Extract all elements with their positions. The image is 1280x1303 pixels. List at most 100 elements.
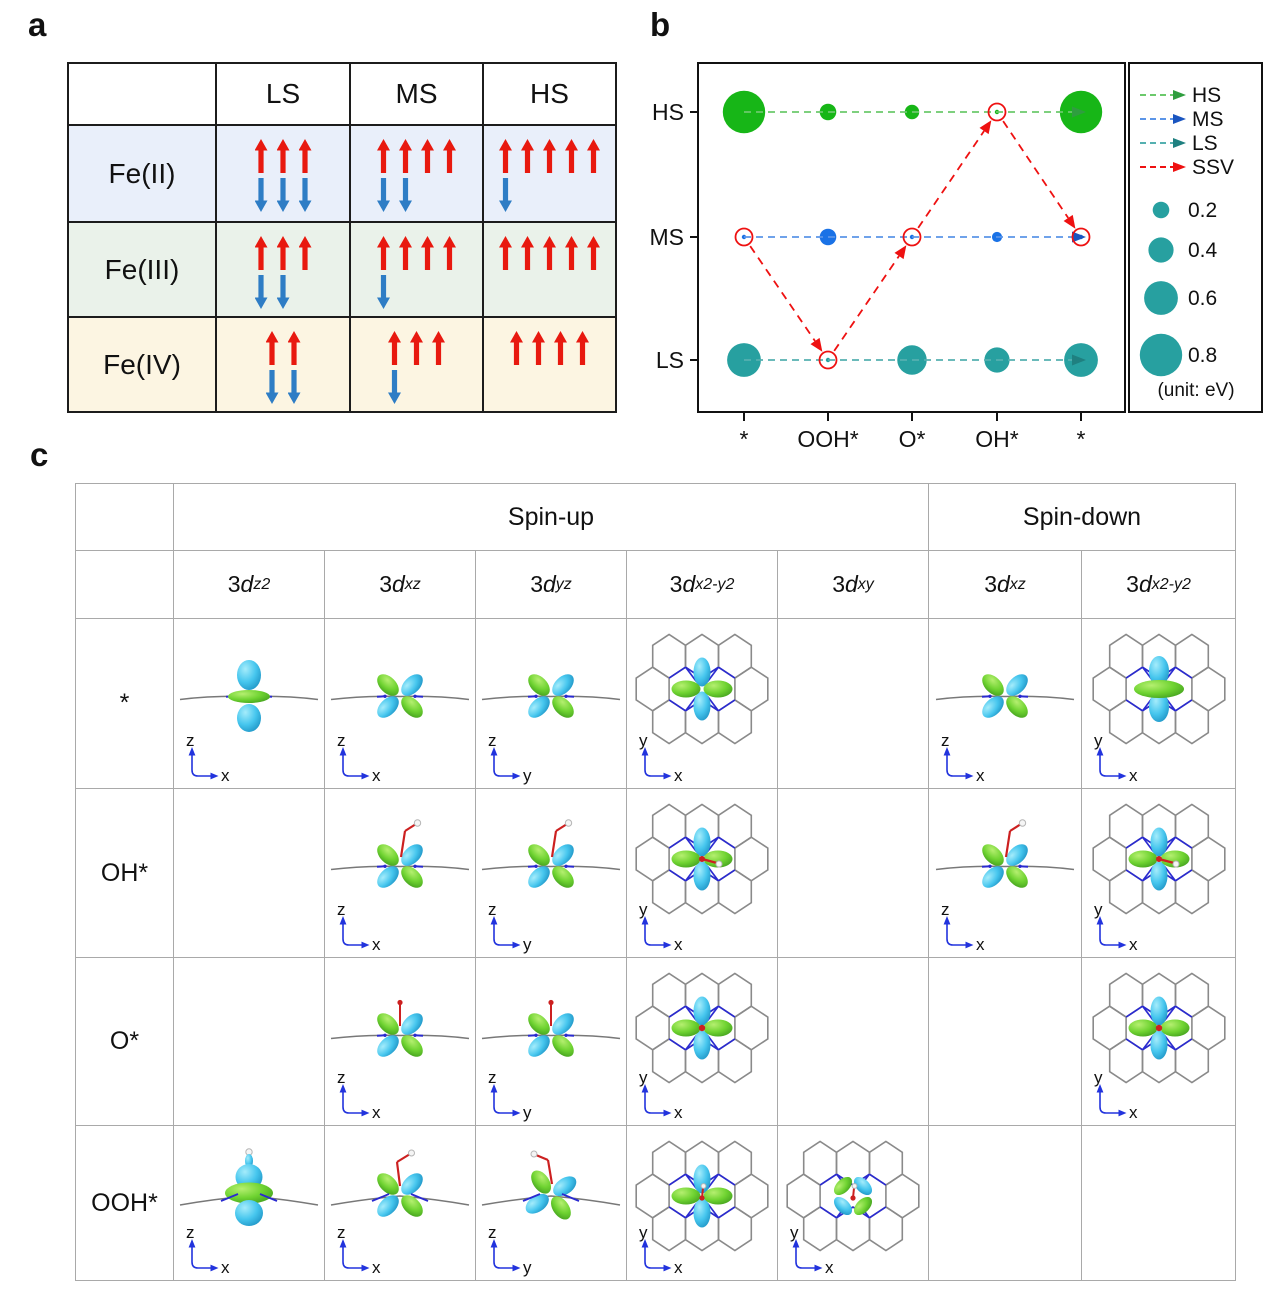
- spin-arrow-group: [254, 139, 312, 212]
- svg-text:OOH*: OOH*: [797, 426, 858, 452]
- spin-down-arrow-icon: [499, 178, 512, 212]
- svg-text:MS: MS: [1192, 108, 1224, 131]
- svg-text:y: y: [523, 1258, 532, 1277]
- spin-up-arrow-icon: [276, 139, 290, 173]
- column-header-MS: MS: [351, 64, 482, 124]
- svg-text:x: x: [674, 935, 683, 954]
- panel-a-label: a: [28, 6, 47, 43]
- spin-down-arrow-icon: [388, 370, 401, 404]
- orbital-top-view: [1091, 803, 1226, 915]
- svg-text:z: z: [186, 732, 195, 750]
- axis-indicator-icon: zx: [337, 1224, 381, 1277]
- svg-text:z: z: [488, 1069, 497, 1087]
- svg-text:z: z: [337, 1224, 346, 1242]
- ssv-marker: [818, 350, 838, 370]
- spin-up-arrow-icon: [432, 331, 445, 365]
- panel-b-label: b: [650, 6, 671, 43]
- axis-indicator-icon: yx: [1094, 901, 1138, 954]
- y-axis-labels: HS MS LS: [650, 99, 698, 373]
- svg-text:z: z: [941, 732, 950, 750]
- axis-indicator-icon: zx: [941, 901, 985, 954]
- spin-up-arrow-icon: [521, 236, 534, 270]
- substrate-line: [935, 865, 1075, 871]
- substrate-line: [330, 1195, 470, 1206]
- svg-text:x: x: [1129, 935, 1138, 954]
- svg-text:z: z: [488, 732, 497, 750]
- series-MS: [741, 228, 1086, 246]
- spin-down-arrow-icon: [254, 275, 268, 309]
- svg-text:z: z: [186, 1224, 195, 1242]
- orbital-side-view: [481, 819, 621, 888]
- axis-indicator-icon: yx: [639, 1224, 683, 1277]
- svg-text:0.2: 0.2: [1188, 199, 1217, 222]
- spin-arrow-group: [499, 139, 600, 212]
- svg-text:y: y: [523, 935, 532, 954]
- orbital-cell-*-4: [778, 619, 929, 789]
- svg-text:y: y: [1094, 901, 1103, 919]
- orbital-side-view: [481, 674, 621, 718]
- svg-text:x: x: [372, 935, 381, 954]
- spin-cell-Fe(II)-MS: [351, 126, 482, 221]
- spin-cell-Fe(IV)-MS: [351, 318, 482, 411]
- row-label-O*: O*: [76, 958, 174, 1126]
- svg-text:z: z: [488, 1224, 497, 1242]
- orbital-header-6: 3 d x2-y2: [1082, 551, 1236, 619]
- row-label-*: *: [76, 619, 174, 789]
- axis-indicator-icon: yx: [639, 1069, 683, 1122]
- substrate-line: [481, 1195, 621, 1206]
- svg-text:y: y: [1094, 732, 1103, 750]
- svg-text:x: x: [674, 1258, 683, 1277]
- axis-indicator-icon: zx: [337, 1069, 381, 1122]
- spin-up-arrow-icon: [576, 331, 589, 365]
- svg-text:y: y: [790, 1224, 799, 1242]
- spin-arrow-group: [254, 236, 312, 309]
- orbital-header-0: 3 d z2: [174, 551, 325, 619]
- row-label-Fe(IV): Fe(IV): [69, 318, 215, 411]
- substrate-line: [935, 695, 1075, 701]
- nitrogen-bonds: [1125, 836, 1192, 882]
- spin-up-arrow-icon: [554, 331, 567, 365]
- spin-arrow-group: [388, 331, 445, 404]
- orbital-top-view: [635, 633, 769, 745]
- substrate-line: [330, 865, 470, 871]
- axis-indicator-icon: yx: [1094, 732, 1138, 785]
- ssv-marker: [987, 102, 1007, 122]
- orbital-side-view: [179, 1148, 319, 1226]
- svg-text:x: x: [221, 766, 230, 785]
- spin-down-arrow-icon: [254, 178, 268, 212]
- svg-text:*: *: [740, 426, 749, 452]
- svg-text:z: z: [488, 901, 497, 919]
- svg-text:LS: LS: [1192, 132, 1218, 155]
- spin-configuration-table: LS MS HS Fe(II) Fe(III) Fe(IV): [67, 62, 617, 413]
- svg-text:x: x: [674, 766, 683, 785]
- spin-up-arrow-icon: [399, 236, 412, 270]
- svg-text:z: z: [337, 901, 346, 919]
- svg-text:HS: HS: [652, 99, 684, 125]
- orbital-isosurface-table: Spin-up Spin-down 3 d z2 3 d xz 3 d yz 3 d x2-y2 3 d xy 3…: [75, 483, 1236, 1281]
- orbital-header-4: 3 d xy: [778, 551, 929, 619]
- spin-cell-Fe(IV)-HS: [484, 318, 615, 411]
- axis-indicator-icon: zy: [488, 901, 532, 954]
- orbital-side-view: [330, 819, 470, 888]
- row-label-Fe(III): Fe(III): [69, 223, 215, 316]
- svg-text:y: y: [639, 1224, 648, 1242]
- svg-text:x: x: [1129, 766, 1138, 785]
- spin-up-arrow-icon: [565, 236, 578, 270]
- orbital-side-view: [935, 819, 1075, 888]
- substrate-line: [330, 1034, 470, 1040]
- spin-up-arrow-icon: [532, 331, 545, 365]
